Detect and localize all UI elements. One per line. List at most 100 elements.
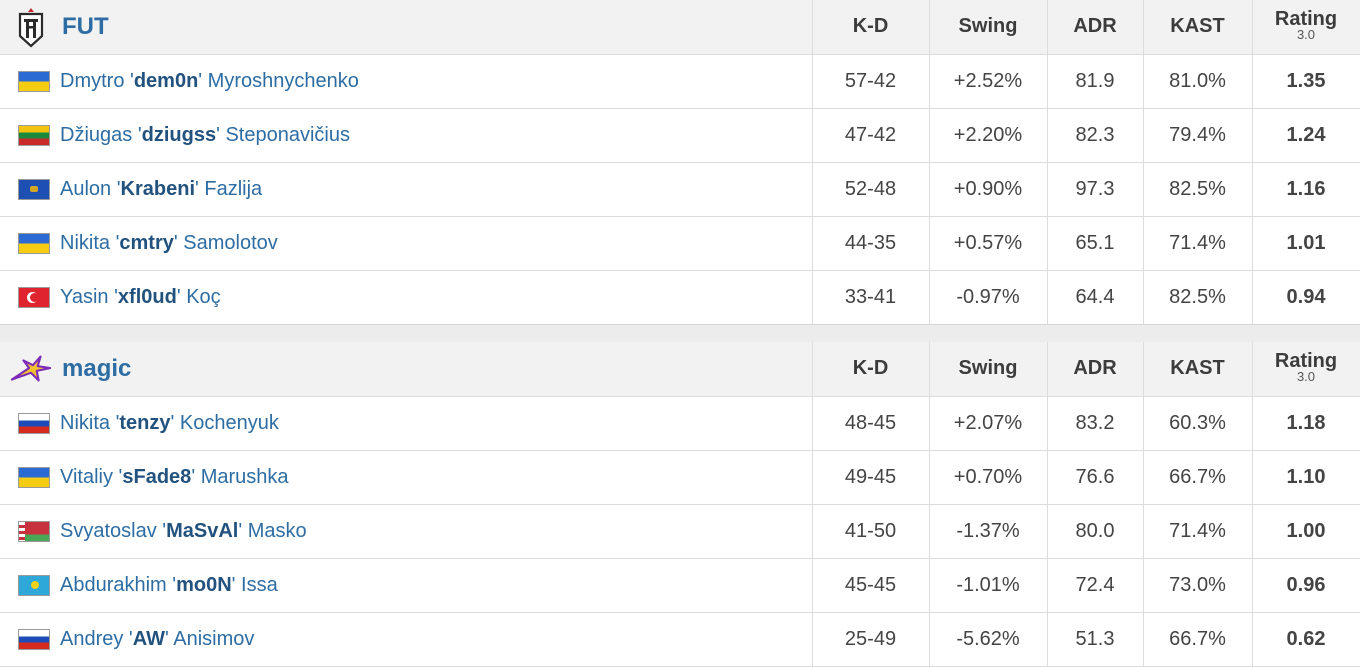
adr-value: 82.3 [1047,108,1144,163]
adr-value: 81.9 [1047,54,1144,109]
col-header-swing: Swing [929,342,1048,397]
kd-value: 49-45 [812,450,930,505]
player-last-name: Samolotov [183,231,278,254]
player-name-link[interactable]: Vitaliy 'sFade8' Marushka [60,465,289,488]
rating-version: 3.0 [1296,368,1316,384]
rating-value: 1.24 [1252,108,1360,163]
flag-lt-icon [18,124,50,146]
player-first-name: Dmytro [60,69,125,92]
rating-value: 0.94 [1252,270,1360,325]
kast-value: 81.0% [1143,54,1253,109]
player-name-link[interactable]: Yasin 'xfl0ud' Koç [60,285,221,308]
player-first-name: Nikita [60,231,111,254]
player-nickname: dem0n [133,69,199,92]
col-header-rating: Rating 3.0 [1252,342,1360,397]
rating-value: 1.16 [1252,162,1360,217]
player-last-name: Myroshnychenko [207,69,359,92]
player-cell: Nikita 'cmtry' Samolotov [0,216,813,271]
player-first-name: Andrey [60,627,124,650]
flag-ua-icon [18,70,50,92]
player-name-link[interactable]: Abdurakhim 'mo0N' Issa [60,573,278,596]
swing-value: +2.52% [929,54,1048,109]
player-nickname: xfl0ud [117,285,177,308]
kast-value: 66.7% [1143,612,1253,667]
team-name-link[interactable]: FUT [62,12,109,40]
kast-value: 73.0% [1143,558,1253,613]
player-cell: Abdurakhim 'mo0N' Issa [0,558,813,613]
player-nickname: sFade8 [122,465,192,488]
player-row: Andrey 'AW' Anisimov 25-49 -5.62% 51.3 66.7%… [0,612,1360,667]
adr-value: 64.4 [1047,270,1144,325]
kast-value: 60.3% [1143,396,1253,451]
player-name-link[interactable]: Aulon 'Krabeni' Fazlija [60,177,263,200]
player-last-name: Koç [186,285,221,308]
flag-kz-icon [18,574,50,596]
player-row: Abdurakhim 'mo0N' Issa 45-45 -1.01% 72.4 73.… [0,558,1360,613]
player-row: Nikita 'cmtry' Samolotov 44-35 +0.57% 65.1 7… [0,216,1360,271]
player-first-name: Svyatoslav [60,519,157,542]
player-first-name: Yasin [60,285,109,308]
player-name-link[interactable]: Džiugas 'dziugss' Steponavičius [60,123,350,146]
kd-value: 45-45 [812,558,930,613]
rating-label: Rating [1274,7,1338,30]
adr-value: 51.3 [1047,612,1144,667]
fut-shield-icon[interactable] [10,6,52,48]
player-first-name: Aulon [60,177,112,200]
player-name-link[interactable]: Nikita 'cmtry' Samolotov [60,231,278,254]
player-name-link[interactable]: Dmytro 'dem0n' Myroshnychenko [60,69,359,92]
col-header-adr: ADR [1047,0,1144,55]
col-header-swing: Swing [929,0,1048,55]
adr-value: 80.0 [1047,504,1144,559]
player-cell: Yasin 'xfl0ud' Koç [0,270,813,325]
player-row: Vitaliy 'sFade8' Marushka 49-45 +0.70% 76.6… [0,450,1360,505]
flag-xk-icon [18,178,50,200]
kast-value: 71.4% [1143,504,1253,559]
col-header-kast: KAST [1143,0,1253,55]
swing-value: +0.57% [929,216,1048,271]
adr-value: 65.1 [1047,216,1144,271]
player-row: Džiugas 'dziugss' Steponavičius 47-42 +2.2… [0,108,1360,163]
player-last-name: Anisimov [173,627,255,650]
flag-ru-icon [18,628,50,650]
player-last-name: Fazlija [204,177,263,200]
kd-value: 57-42 [812,54,930,109]
kast-value: 66.7% [1143,450,1253,505]
player-nickname: MaSvAl [166,519,239,542]
player-first-name: Džiugas [60,123,133,146]
player-last-name: Steponavičius [225,123,350,146]
adr-value: 72.4 [1047,558,1144,613]
player-row: Dmytro 'dem0n' Myroshnychenko 57-42 +2.52%… [0,54,1360,109]
swing-value: -5.62% [929,612,1048,667]
rating-label: Rating [1274,349,1338,372]
player-nickname: AW [132,627,165,650]
kast-value: 71.4% [1143,216,1253,271]
kast-value: 82.5% [1143,270,1253,325]
col-header-kd: K-D [812,342,930,397]
team-name-link[interactable]: magic [62,354,132,382]
player-name-link[interactable]: Svyatoslav 'MaSvAl' Masko [60,519,307,542]
player-nickname: cmtry [119,231,174,254]
flag-by-icon [18,520,50,542]
kd-value: 48-45 [812,396,930,451]
swing-value: +0.70% [929,450,1048,505]
player-cell: Andrey 'AW' Anisimov [0,612,813,667]
player-nickname: tenzy [119,411,171,434]
kd-value: 44-35 [812,216,930,271]
magic-star-icon[interactable] [10,348,52,390]
player-last-name: Marushka [200,465,289,488]
player-cell: Vitaliy 'sFade8' Marushka [0,450,813,505]
rating-value: 1.18 [1252,396,1360,451]
rating-value: 0.62 [1252,612,1360,667]
player-first-name: Vitaliy [60,465,113,488]
col-header-rating: Rating 3.0 [1252,0,1360,55]
flag-ua-icon [18,232,50,254]
player-row: Svyatoslav 'MaSvAl' Masko 41-50 -1.37% 80.0… [0,504,1360,559]
player-name-link[interactable]: Nikita 'tenzy' Kochenyuk [60,411,279,434]
team-separator [0,324,1360,342]
player-last-name: Kochenyuk [179,411,279,434]
player-nickname: dziugss [141,123,217,146]
rating-value: 1.35 [1252,54,1360,109]
team-header-row: magic K-D Swing ADR KAST Rating 3.0 [0,342,1360,397]
player-cell: Nikita 'tenzy' Kochenyuk [0,396,813,451]
player-name-link[interactable]: Andrey 'AW' Anisimov [60,627,255,650]
